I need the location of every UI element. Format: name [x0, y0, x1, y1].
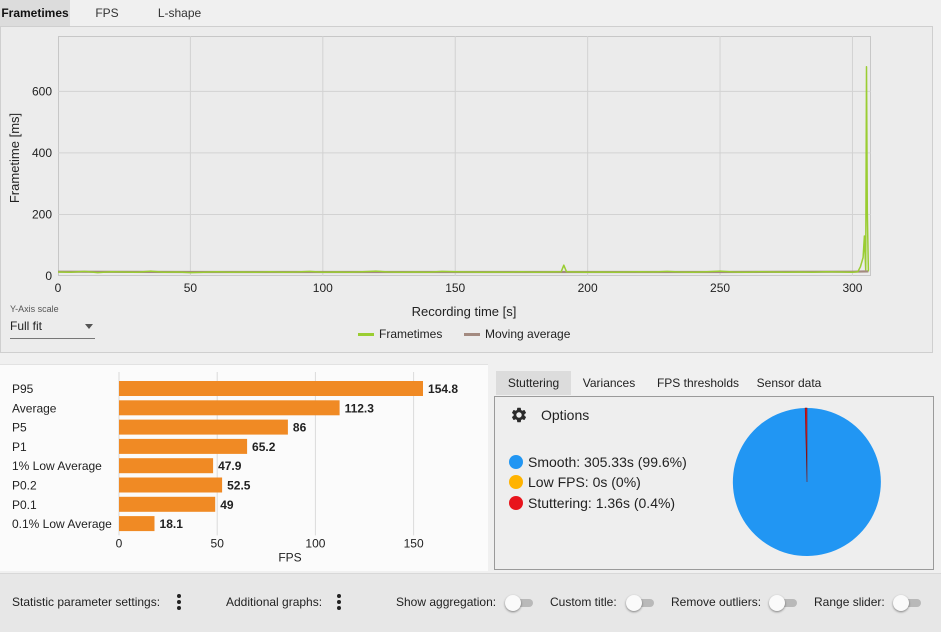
x-tick-label: 150 — [404, 536, 424, 550]
bar-value-label: 52.5 — [227, 479, 251, 493]
bar-category-label: Average — [12, 401, 57, 415]
x-tick-label: 0 — [55, 281, 62, 295]
frametime-y-axis-label: Frametime [ms] — [7, 113, 22, 203]
smooth-dot — [509, 455, 523, 469]
statistic-settings-menu-icon[interactable] — [176, 593, 182, 611]
bar-category-label: P0.2 — [12, 479, 37, 493]
legend-label-moving-average: Moving average — [485, 327, 571, 341]
smooth-label: Smooth: — [528, 454, 581, 470]
range-slider-label: Range slider: — [814, 595, 885, 609]
frametime-plot-area — [58, 36, 871, 276]
options-label[interactable]: Options — [541, 407, 590, 423]
frametime-series — [57, 66, 870, 274]
footer-bar: Statistic parameter settings: Additional… — [0, 573, 941, 632]
stuttering-label: Stuttering: — [528, 495, 592, 511]
stat-bar — [119, 477, 223, 493]
legend-swatch-frametimes — [358, 333, 374, 336]
bar-category-label: P0.1 — [12, 498, 37, 512]
tab-fps-thresholds[interactable]: FPS thresholds — [656, 376, 740, 390]
frametime-chart: 0 50 100 150 200 250 300 0 200 400 600 Recording t… — [7, 36, 871, 319]
y-tick-label: 600 — [32, 84, 52, 98]
legend-frametimes: Frametimes — [358, 326, 458, 342]
y-axis-scale-select[interactable]: Full fit — [10, 316, 95, 339]
y-tick-label: 400 — [32, 146, 52, 160]
frametimes-line — [57, 66, 870, 274]
frametime-ticks: 0 50 100 150 200 250 300 0 200 400 600 — [32, 84, 863, 295]
bar-category-label: 0.1% Low Average — [12, 517, 112, 531]
y-tick-label: 200 — [32, 207, 52, 221]
stat-bar — [119, 516, 155, 532]
low-fps-label: Low FPS: — [528, 474, 589, 490]
bar-value-label: 65.2 — [252, 440, 276, 454]
remove-outliers-label: Remove outliers: — [671, 595, 762, 609]
bar-category-label: P1 — [12, 440, 27, 454]
stuttering-pie-chart — [732, 407, 881, 556]
smooth-stat: Smooth: 305.33s (99.6%) — [528, 454, 687, 470]
stuttering-value: 1.36s (0.4%) — [595, 495, 676, 511]
y-tick-label: 0 — [45, 269, 52, 283]
custom-title-label: Custom title: — [550, 595, 617, 609]
y-axis-scale-caption: Y-Axis scale — [10, 304, 59, 314]
remove-outliers-toggle[interactable] — [769, 595, 799, 611]
chart-tab-bar: Frametimes FPS L-shape — [0, 0, 941, 26]
pie-slice-stuttering — [804, 407, 808, 483]
x-tick-label: 100 — [305, 536, 325, 550]
stuttering-stat: Stuttering: 1.36s (0.4%) — [528, 495, 675, 511]
stat-bar — [119, 419, 288, 435]
stat-bar — [119, 496, 216, 512]
x-tick-label: 100 — [313, 281, 333, 295]
statistics-bar-chart: 0 50 100 150 FPS P95 154.8 Average 112.3 P5 86 P1 65… — [12, 372, 458, 564]
low-fps-dot — [509, 475, 523, 489]
stat-bar — [119, 438, 248, 454]
bar-value-label: 18.1 — [160, 517, 184, 531]
tab-variances[interactable]: Variances — [582, 376, 636, 390]
y-axis-scale-value: Full fit — [10, 319, 43, 333]
x-tick-label: 250 — [710, 281, 730, 295]
smooth-value: 305.33s (99.6%) — [584, 454, 687, 470]
legend-swatch-moving-average — [464, 333, 480, 336]
additional-graphs-label: Additional graphs: — [226, 595, 323, 609]
bar-value-label: 86 — [293, 421, 307, 435]
legend-moving-average: Moving average — [464, 326, 584, 342]
stuttering-dot — [509, 496, 523, 510]
chevron-down-icon — [85, 324, 93, 329]
bar-category-label: P5 — [12, 421, 27, 435]
range-slider-toggle[interactable] — [893, 595, 923, 611]
additional-graphs-menu-icon[interactable] — [336, 593, 342, 611]
stat-bar — [119, 400, 340, 416]
low-fps-value: 0s (0%) — [592, 474, 641, 490]
stats-x-axis-label: FPS — [278, 550, 301, 564]
bar-value-label: 112.3 — [345, 401, 375, 415]
tab-l-shape[interactable]: L-shape — [157, 6, 202, 20]
tab-sensor-data[interactable]: Sensor data — [756, 376, 822, 390]
statistic-settings-label: Statistic parameter settings: — [12, 595, 161, 609]
frametime-x-axis-label: Recording time [s] — [412, 304, 517, 319]
tab-fps[interactable]: FPS — [95, 6, 119, 20]
x-tick-label: 200 — [578, 281, 598, 295]
bar-value-label: 47.9 — [218, 459, 242, 473]
bar-value-label: 49 — [220, 498, 234, 512]
frametime-grid — [58, 36, 871, 276]
x-tick-label: 150 — [445, 281, 465, 295]
tab-stuttering[interactable]: Stuttering — [496, 371, 571, 395]
bar-category-label: 1% Low Average — [12, 459, 102, 473]
gear-icon[interactable] — [510, 406, 528, 424]
x-tick-label: 50 — [184, 281, 198, 295]
custom-title-toggle[interactable] — [626, 595, 656, 611]
bar-value-label: 154.8 — [428, 382, 458, 396]
tab-frametimes[interactable]: Frametimes — [0, 0, 70, 26]
statistics-panel — [0, 364, 488, 571]
bar-category-label: P95 — [12, 382, 34, 396]
x-tick-label: 300 — [842, 281, 862, 295]
show-aggregation-label: Show aggregation: — [396, 595, 497, 609]
x-tick-label: 50 — [211, 536, 225, 550]
stat-bar — [119, 458, 214, 474]
legend-label-frametimes: Frametimes — [379, 327, 443, 341]
low-fps-stat: Low FPS: 0s (0%) — [528, 474, 641, 490]
x-tick-label: 0 — [116, 536, 123, 550]
show-aggregation-toggle[interactable] — [505, 595, 535, 611]
stat-bar — [119, 381, 423, 396]
